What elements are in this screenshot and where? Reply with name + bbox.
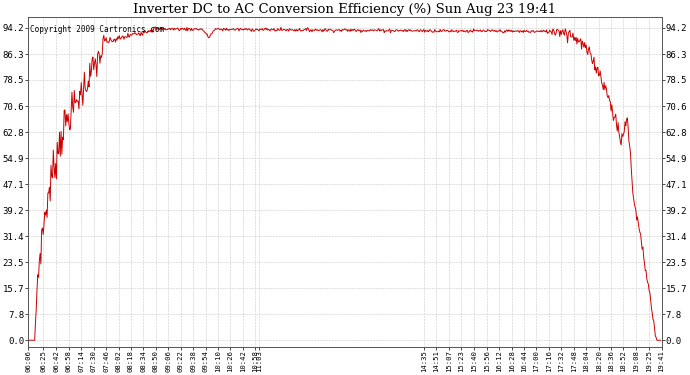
Title: Inverter DC to AC Conversion Efficiency (%) Sun Aug 23 19:41: Inverter DC to AC Conversion Efficiency … [133, 3, 557, 16]
Text: Copyright 2009 Cartronics.com: Copyright 2009 Cartronics.com [30, 25, 164, 34]
